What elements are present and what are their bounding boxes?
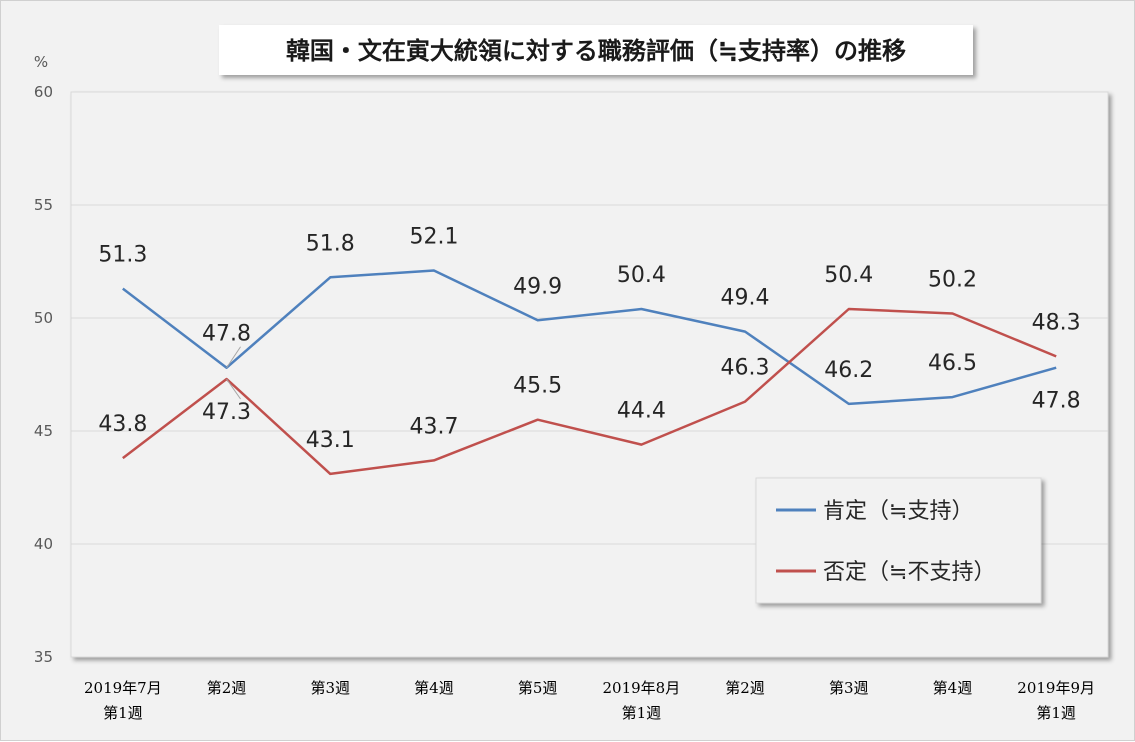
- data-label: 43.7: [409, 414, 458, 439]
- x-category-label: 第1週: [103, 704, 143, 722]
- series-lines: [122, 269, 1057, 476]
- y-tick-label: 60: [34, 83, 53, 101]
- data-label: 45.5: [513, 374, 562, 399]
- data-label: 50.2: [928, 267, 977, 292]
- y-tick-label: 50: [34, 309, 53, 327]
- legend-label-disapprove: 否定（≒不支持）: [823, 560, 995, 585]
- data-label: 52.1: [409, 225, 458, 250]
- x-category-label: 第5週: [518, 679, 558, 697]
- data-label: 51.3: [98, 243, 147, 268]
- data-label: 46.2: [824, 358, 873, 383]
- data-label: 44.4: [617, 399, 666, 424]
- data-label: 47.8: [1032, 389, 1081, 414]
- series-line-0: [122, 269, 1057, 406]
- chart-title: 韓国・文在寅大統領に対する職務評価（≒支持率）の推移: [286, 37, 906, 65]
- data-label: 49.4: [721, 286, 770, 311]
- x-category-label: 第2週: [725, 679, 765, 697]
- data-label: 50.4: [824, 263, 873, 288]
- label-leader-line: [226, 378, 241, 400]
- data-label: 49.9: [513, 274, 562, 299]
- data-label: 46.3: [721, 356, 770, 381]
- data-label: 47.3: [202, 400, 251, 425]
- legend-box: [755, 477, 1042, 604]
- y-tick-label: 55: [34, 196, 53, 214]
- title-box: [219, 25, 973, 75]
- x-category-label: 第3週: [310, 679, 350, 697]
- x-category-label: 第4週: [933, 679, 973, 697]
- x-category-label: 第4週: [414, 679, 454, 697]
- y-tick-label: 40: [34, 535, 53, 553]
- data-label: 47.8: [202, 322, 251, 347]
- x-category-label: 第1週: [1036, 704, 1076, 722]
- data-labels: 51.3 47.8 51.8 52.1 49.9 50.4 49.4 46.2 46.5 47.8…: [98, 225, 1080, 453]
- y-tick-label: 35: [34, 648, 53, 666]
- x-category-label: 2019年7月: [84, 679, 162, 697]
- y-axis-ticks: 35 40 45 50 55 60: [34, 83, 53, 666]
- data-label: 48.3: [1032, 310, 1081, 335]
- label-leader-line: [226, 346, 241, 368]
- data-label: 50.4: [617, 263, 666, 288]
- x-category-label: 2019年9月: [1017, 679, 1095, 697]
- label-leader-lines: [226, 346, 241, 400]
- x-category-label: 2019年8月: [602, 679, 680, 697]
- y-tick-label: 45: [34, 422, 53, 440]
- x-category-label: 第1週: [622, 704, 662, 722]
- x-category-label: 第2週: [207, 679, 247, 697]
- series-line-1: [122, 307, 1057, 476]
- data-label: 43.1: [306, 428, 355, 453]
- data-label: 43.8: [98, 412, 147, 437]
- x-category-label: 第3週: [829, 679, 869, 697]
- data-label: 51.8: [306, 231, 355, 256]
- legend-label-approve: 肯定（≒支持）: [823, 499, 973, 524]
- y-axis-unit-label: %: [34, 53, 48, 71]
- data-label: 46.5: [928, 351, 977, 376]
